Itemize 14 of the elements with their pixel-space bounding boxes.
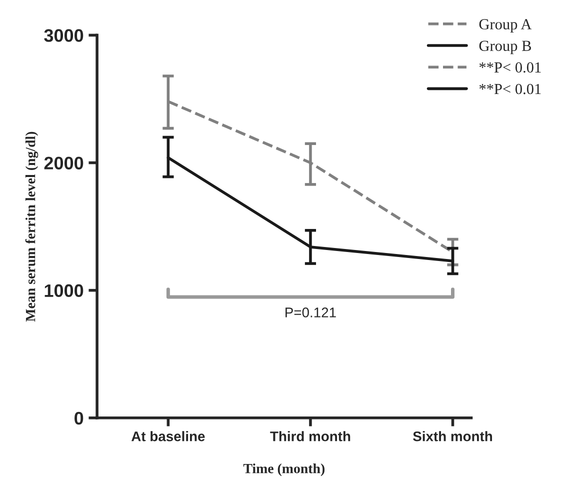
y-tick-label: 0 [74,412,84,425]
y-tick-label: 2000 [44,156,84,170]
text: **P< 0.01 [479,62,541,73]
y-axis-title: Mean serum ferritn level (ng/dl) [25,132,38,322]
legend-label: Group B [479,40,531,54]
y-tick-label: 3000 [44,29,84,42]
y-tick-label: 1000 [44,284,84,298]
x-tick-label: At baseline [131,431,205,442]
x-tick-label: Third month [270,431,350,442]
x-tick-label: Sixth month [413,431,492,442]
x-axis-title: Time (month) [243,463,324,476]
text: **P< 0.01 [479,84,541,94]
legend-label: Group A [479,19,532,33]
annotation: P=0.121 [286,308,336,318]
